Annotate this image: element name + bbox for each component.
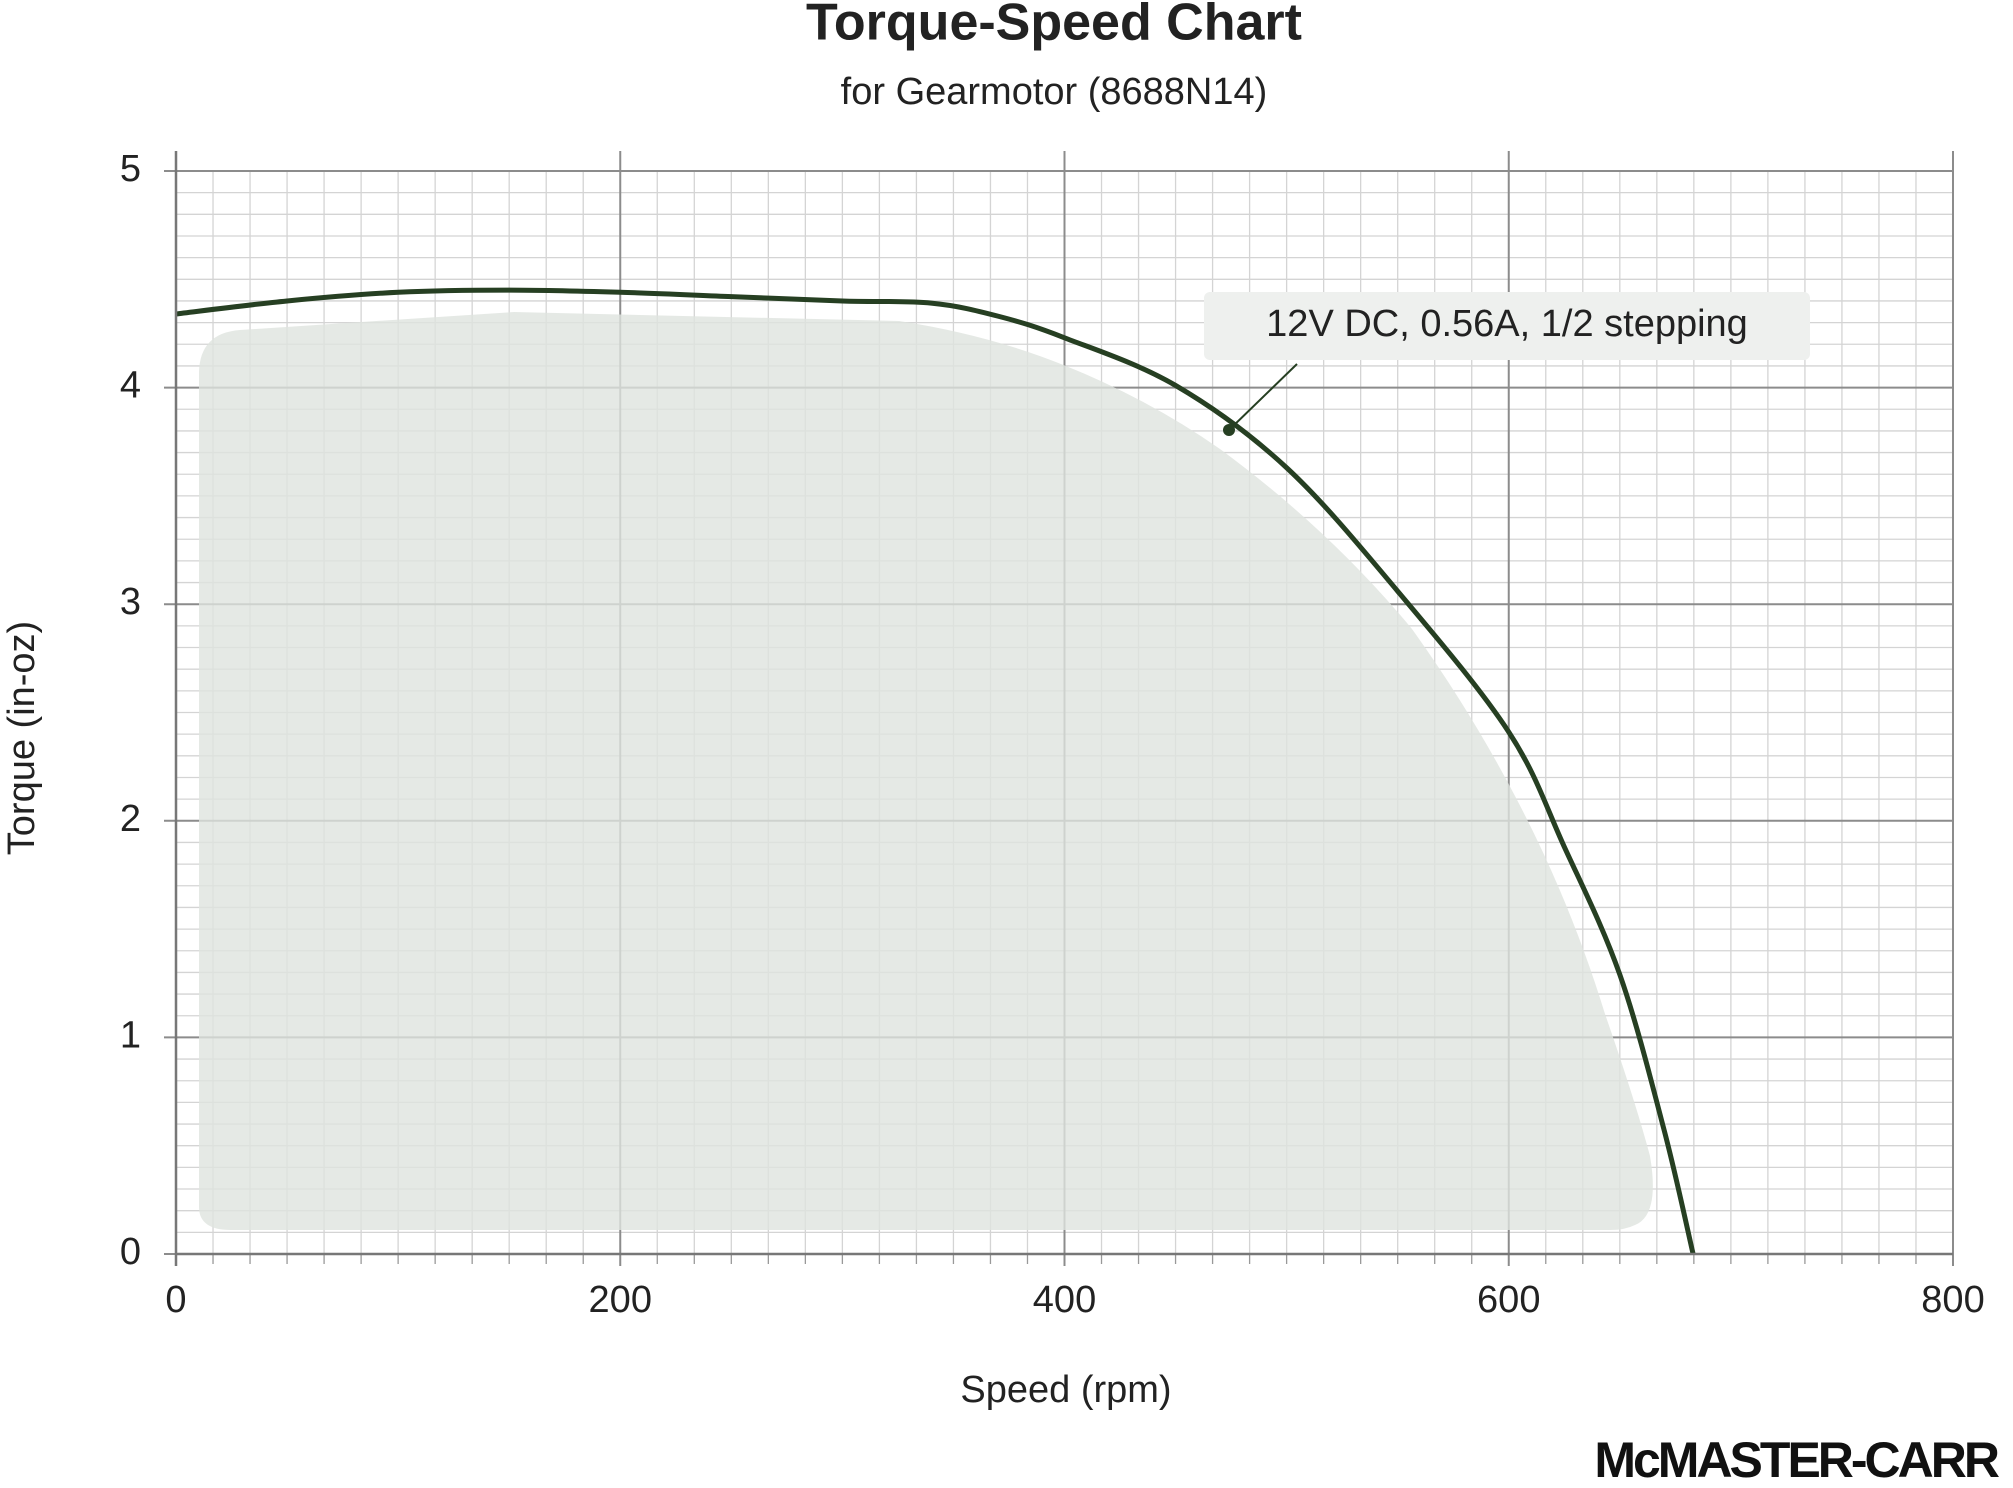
annotation-dot	[1223, 424, 1235, 436]
y-tick-label: 4	[120, 365, 141, 407]
x-tick-label: 600	[1477, 1279, 1540, 1321]
x-tick-label: 0	[165, 1279, 186, 1321]
x-tick-label: 200	[589, 1279, 652, 1321]
logo: McMASTER-CARR	[1594, 1432, 2000, 1488]
x-axis-label: Speed (rpm)	[960, 1369, 1171, 1411]
y-tick-label: 1	[120, 1014, 141, 1056]
x-tick-label: 400	[1033, 1279, 1096, 1321]
annotation-pointer	[1228, 363, 1298, 431]
y-tick-label: 5	[120, 148, 141, 190]
legend-label: 12V DC, 0.56A, 1/2 stepping	[1266, 303, 1748, 345]
series-line	[175, 287, 1696, 1255]
marks: 12V DC, 0.56A, 1/2 stepping	[175, 287, 1810, 1255]
x-tick-label: 800	[1921, 1279, 1984, 1321]
y-tick-label: 0	[120, 1231, 141, 1273]
y-tick-label: 3	[120, 581, 141, 623]
safe-operating-area	[199, 312, 1653, 1230]
y-tick-label: 2	[120, 798, 141, 840]
chart-title: Torque-Speed Chart	[806, 0, 1302, 52]
y-axis-label: Torque (in-oz)	[1, 621, 43, 855]
annotation-box	[1204, 292, 1810, 360]
chart-subtitle: for Gearmotor (8688N14)	[841, 71, 1268, 113]
